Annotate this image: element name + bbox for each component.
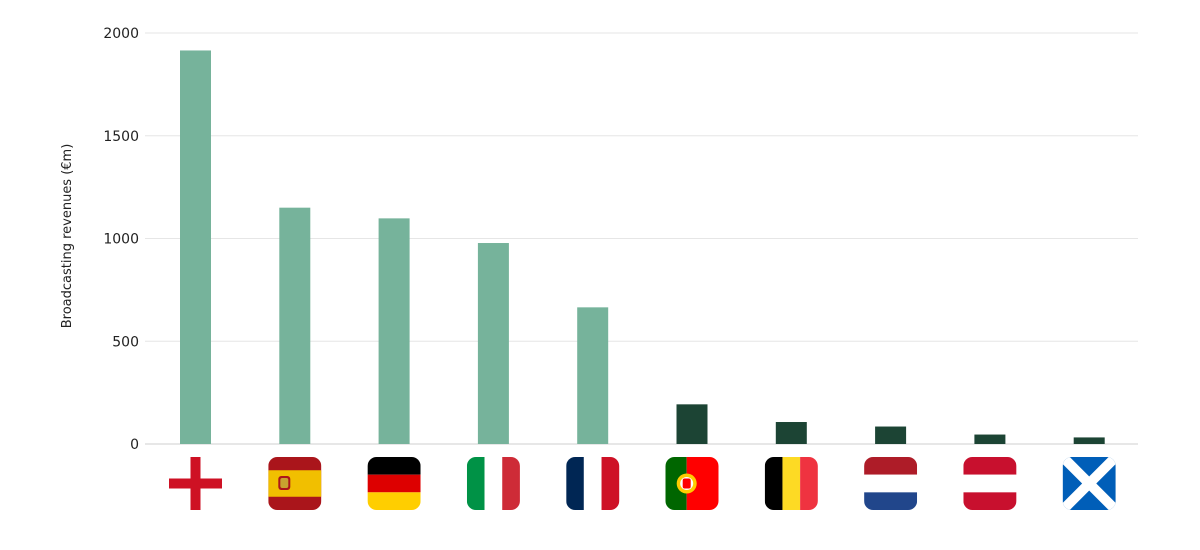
netherlands-flag-icon [864,457,918,510]
france-flag-icon [566,457,620,510]
bar-belgium [775,422,807,444]
england-flag-icon [169,457,222,510]
bar-germany [378,218,410,444]
portugal-flag-icon [665,457,719,510]
bar-scotland [1073,437,1105,444]
italy-flag-icon [466,457,520,510]
bar-france [577,307,609,444]
y-tick-label: 1500 [103,129,139,145]
y-axis-ticks: 0 500 1000 1500 2000 [103,26,139,453]
y-axis-title: Broadcasting revenues (€m) [60,144,75,329]
y-tick-label: 500 [112,334,139,350]
belgium-flag-icon [764,457,818,510]
y-tick-label: 1000 [103,232,139,248]
x-axis-flags [169,457,1116,510]
spain-flag-icon [268,457,322,510]
germany-flag-icon [367,457,421,510]
bar-netherlands [875,426,907,444]
bar-spain [279,207,311,444]
bar-portugal [676,404,708,444]
y-tick-label: 2000 [103,26,139,42]
austria-flag-icon [963,457,1017,510]
bar-austria [974,434,1006,444]
scotland-flag-icon [1062,457,1116,510]
bars [180,50,1105,444]
bar-england [180,50,211,444]
y-tick-label: 0 [130,437,139,453]
bar-italy [477,243,509,444]
gridlines [145,32,1138,445]
